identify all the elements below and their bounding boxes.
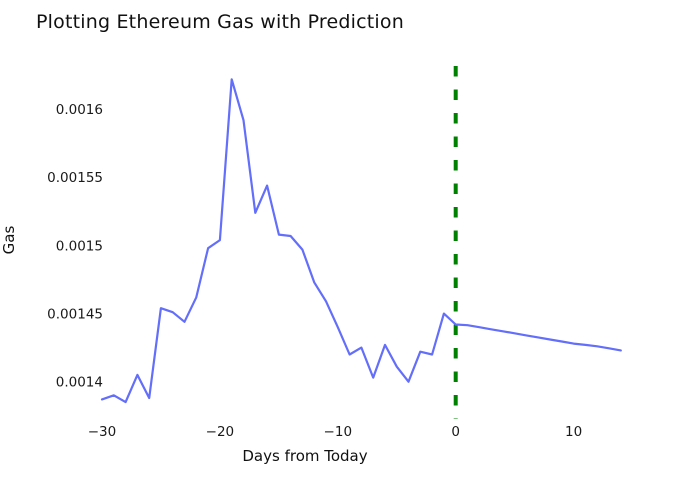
y-tick-label: 0.00145 <box>47 306 103 322</box>
x-tick-labels: −30 −20 −10 0 10 <box>88 424 582 440</box>
y-tick-labels: 0.0014 0.00145 0.0015 0.00155 0.0016 <box>47 102 103 390</box>
x-axis-title: Days from Today <box>242 447 368 465</box>
x-tick-label: −30 <box>88 424 117 440</box>
x-tick-label: −20 <box>206 424 235 440</box>
x-tick-label: 0 <box>451 424 460 440</box>
y-tick-label: 0.0014 <box>56 375 103 391</box>
x-tick-label: 10 <box>565 424 582 440</box>
chart-title: Plotting Ethereum Gas with Prediction <box>36 11 404 33</box>
y-tick-label: 0.00155 <box>47 170 103 186</box>
y-tick-label: 0.0015 <box>56 238 103 254</box>
y-tick-label: 0.0016 <box>56 102 103 118</box>
gas-line-series <box>100 78 622 404</box>
x-tick-label: −10 <box>324 424 353 440</box>
